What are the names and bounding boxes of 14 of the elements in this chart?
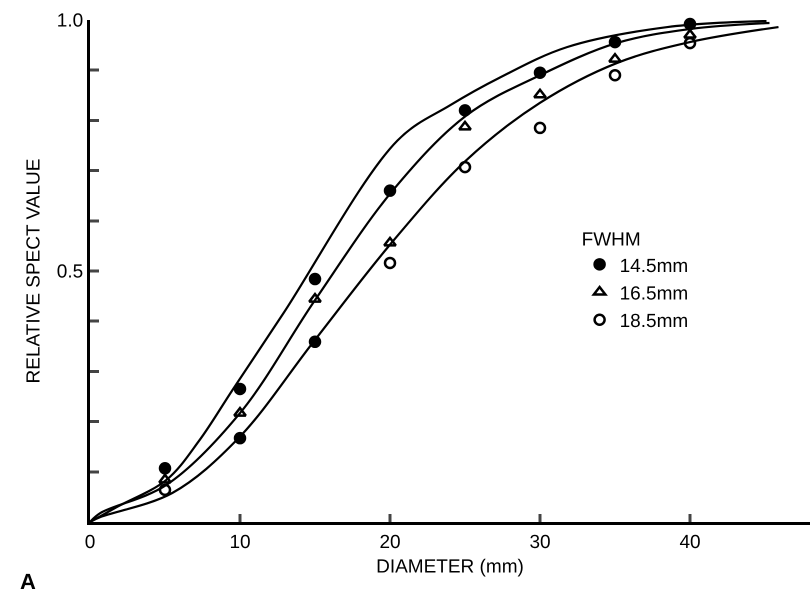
x-tick-label: 10 <box>229 532 251 553</box>
y-axis-title: RELATIVE SPECT VALUE <box>24 158 45 384</box>
x-axis-title: DIAMETER (mm) <box>376 556 524 578</box>
x-tick-label: 30 <box>529 532 551 553</box>
legend-label: 16.5mm <box>620 283 688 304</box>
x-tick-label: 0 <box>84 532 96 553</box>
legend-title: FWHM <box>582 230 641 250</box>
text: A <box>20 569 36 594</box>
legend-label: 18.5mm <box>620 311 688 332</box>
y-tick-label: 1.0 <box>56 10 84 32</box>
y-tick-label: 0.5 <box>56 262 84 283</box>
x-tick-label: 20 <box>379 532 401 553</box>
x-tick-label: 40 <box>679 532 701 553</box>
legend-label: 14.5mm <box>620 256 688 277</box>
